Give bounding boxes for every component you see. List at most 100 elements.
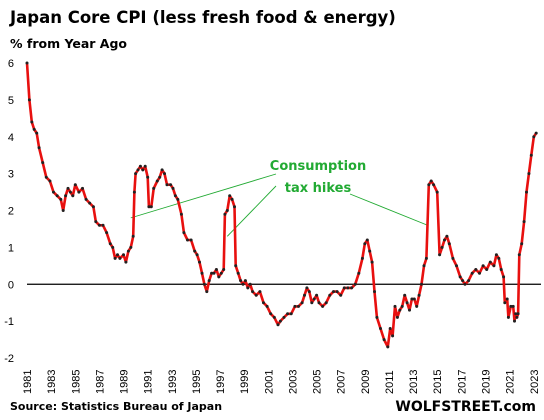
data-point (195, 253, 199, 257)
data-point (81, 186, 84, 190)
data-point (470, 271, 474, 275)
x-tick-label: 2011 (384, 370, 396, 394)
data-point (248, 282, 252, 286)
data-point (393, 304, 397, 308)
data-point (432, 183, 436, 187)
y-tick-label: 2 (8, 206, 14, 218)
data-point (435, 190, 439, 194)
data-point (212, 271, 216, 275)
y-tick-label: 6 (8, 58, 14, 70)
data-point (509, 304, 513, 308)
data-point (105, 231, 109, 235)
data-point (219, 271, 223, 275)
data-point (37, 146, 41, 150)
annotation-label-line1: Consumption (270, 159, 366, 174)
data-point (412, 297, 416, 301)
brand-label: WOLFSTREET.com (395, 399, 536, 415)
data-point (532, 135, 536, 139)
y-tick-label: 1 (8, 242, 14, 254)
data-point (165, 183, 169, 187)
data-point (513, 319, 516, 323)
data-point (497, 256, 501, 260)
data-point (370, 260, 374, 264)
data-point (41, 161, 45, 165)
x-tick-label: 1999 (239, 370, 251, 394)
data-point (368, 249, 372, 253)
data-point (163, 172, 166, 176)
data-point (158, 175, 162, 179)
data-point (111, 245, 115, 249)
data-point (138, 164, 142, 168)
x-axis-ticks: 1981 1983 1985 1987 1989 1991 1993 1995 1997 1999… (22, 370, 541, 394)
data-point (405, 301, 409, 305)
data-point (445, 234, 449, 238)
data-point (243, 279, 247, 283)
data-point (382, 338, 386, 342)
data-point (503, 301, 507, 305)
data-point (514, 312, 518, 316)
data-point (182, 231, 186, 235)
x-tick-label: 2021 (505, 370, 517, 394)
data-point (310, 301, 314, 305)
data-point (27, 98, 31, 102)
data-point (499, 268, 503, 271)
data-point (52, 190, 55, 194)
data-point (254, 293, 258, 297)
chart-title: Japan Core CPI (less fresh food & energy… (9, 8, 396, 27)
data-point (129, 245, 133, 249)
data-point (71, 194, 75, 198)
data-point (403, 293, 407, 297)
data-point (420, 282, 423, 286)
data-point (478, 271, 481, 275)
data-point (398, 308, 402, 312)
data-point (461, 279, 465, 283)
annotation-pointer-line (130, 173, 277, 219)
data-point (346, 286, 350, 290)
data-point (443, 238, 446, 242)
data-point (113, 256, 117, 260)
data-point (207, 279, 211, 283)
data-point (373, 290, 376, 294)
data-point (463, 282, 467, 286)
data-point (122, 253, 125, 257)
data-point (94, 220, 98, 224)
data-point (440, 245, 444, 249)
x-tick-label: 2009 (360, 370, 372, 394)
x-tick-label: 2003 (287, 370, 299, 394)
source-note: Source: Statistics Bureau of Japan (10, 400, 222, 413)
data-point (305, 286, 309, 290)
annotation-label-line2: tax hikes (285, 181, 352, 196)
x-tick-label: 1997 (215, 370, 227, 394)
data-point (233, 205, 236, 209)
data-point (321, 304, 325, 308)
data-point (198, 260, 201, 264)
data-point (108, 242, 112, 246)
y-tick-label: 0 (8, 279, 14, 291)
y-tick-label: 3 (8, 169, 14, 181)
data-point (391, 334, 395, 338)
data-point (429, 179, 433, 183)
data-point (408, 308, 411, 312)
x-tick-label: 1981 (22, 370, 34, 394)
data-point (455, 264, 458, 268)
x-tick-label: 1985 (70, 370, 82, 394)
data-point (97, 223, 101, 227)
data-point (502, 275, 506, 279)
data-point (506, 315, 510, 319)
data-point (251, 290, 255, 294)
data-point (297, 304, 300, 308)
y-tick-label: 4 (8, 132, 14, 144)
data-point (200, 271, 204, 275)
data-point (522, 220, 526, 224)
data-point (427, 183, 431, 187)
data-point (141, 168, 145, 172)
data-point (210, 271, 214, 275)
data-point (193, 249, 197, 253)
data-point (360, 256, 364, 260)
data-point (223, 212, 227, 216)
data-point (176, 197, 180, 201)
data-point (529, 153, 533, 157)
data-point (525, 190, 528, 194)
data-point (77, 190, 81, 194)
x-tick-label: 2007 (336, 370, 348, 394)
